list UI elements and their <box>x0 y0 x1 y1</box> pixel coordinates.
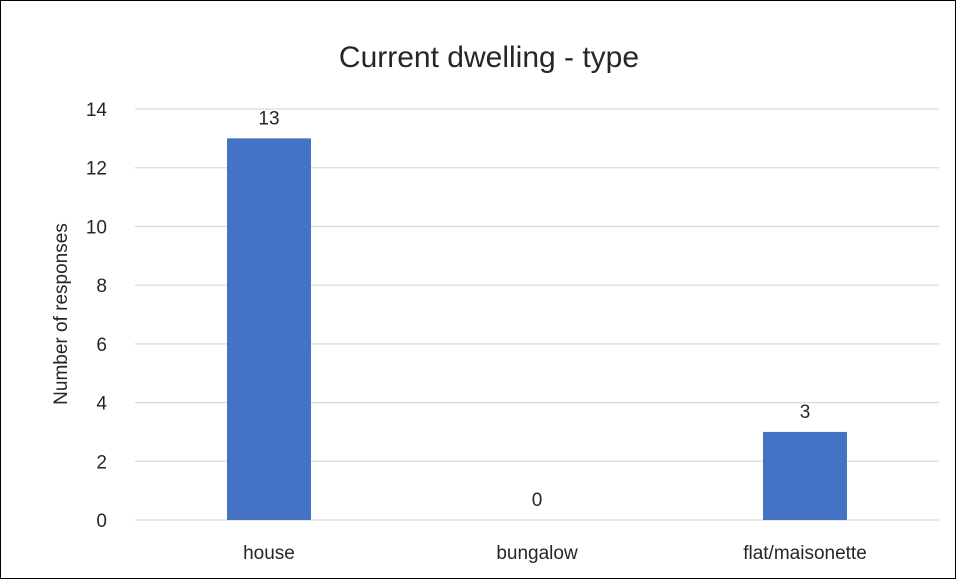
y-tick-label: 0 <box>96 511 107 532</box>
x-category-label: house <box>243 543 295 564</box>
y-tick-label: 2 <box>96 452 107 473</box>
y-axis-ticks: 0 2 4 6 8 10 12 14 <box>86 100 108 532</box>
x-category-label: bungalow <box>496 543 578 564</box>
y-tick-label: 4 <box>96 394 107 415</box>
data-label: 3 <box>800 402 811 423</box>
bar-house <box>227 138 311 520</box>
y-tick-label: 6 <box>96 335 107 356</box>
x-category-label: flat/maisonette <box>743 543 867 564</box>
data-label: 0 <box>532 490 543 511</box>
x-axis-categories: house bungalow flat/maisonette <box>243 543 867 564</box>
y-tick-label: 14 <box>86 100 108 121</box>
data-labels: 13 0 3 <box>258 108 810 511</box>
bar-flat-maisonette <box>763 431 847 520</box>
data-label: 13 <box>258 108 279 129</box>
y-tick-label: 8 <box>96 276 107 297</box>
y-axis-label: Number of responses <box>51 223 72 405</box>
y-tick-label: 10 <box>86 217 107 238</box>
chart-title: Current dwelling - type <box>339 41 639 74</box>
y-tick-label: 12 <box>86 159 107 180</box>
bars <box>227 138 847 520</box>
